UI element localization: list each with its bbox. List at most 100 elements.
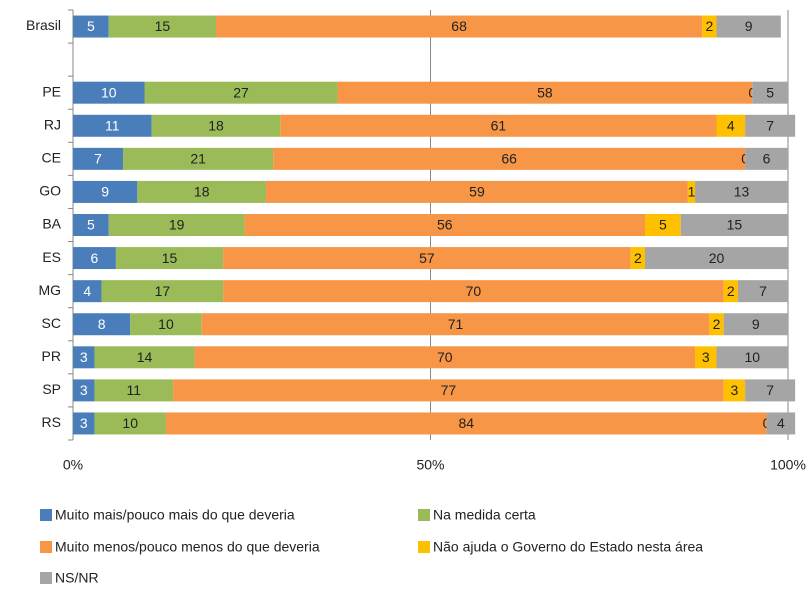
data-label: 7: [766, 382, 774, 398]
bar-segment: [723, 280, 738, 303]
data-label: 9: [101, 184, 109, 200]
bar-segment: [151, 114, 281, 137]
bar-segment: [737, 280, 788, 303]
data-label: 19: [169, 217, 185, 233]
bar-segment: [73, 412, 95, 435]
data-label: 4: [83, 283, 91, 299]
bar-segment: [101, 280, 224, 303]
data-label: 66: [501, 151, 517, 167]
bar-segment: [130, 313, 202, 336]
bar-segment: [695, 180, 788, 203]
bar-segment: [752, 81, 788, 104]
x-tick-label: 100%: [770, 457, 806, 473]
data-label: 20: [709, 250, 725, 266]
data-label: 6: [763, 151, 771, 167]
bar-segment: [680, 214, 788, 236]
y-tick-label: CE: [42, 150, 61, 166]
data-label: 18: [208, 117, 224, 133]
bar-segment: [73, 280, 102, 303]
data-label: 15: [155, 18, 171, 34]
bar-segment: [201, 313, 710, 336]
data-label: 70: [466, 283, 482, 299]
data-label: 10: [158, 316, 174, 332]
data-label: 61: [491, 117, 507, 133]
bar-segment: [173, 379, 724, 402]
bar-segment: [123, 147, 274, 170]
legend-swatch: [40, 572, 52, 584]
data-label: 68: [451, 18, 467, 34]
data-label: 15: [727, 217, 743, 233]
data-label: 59: [469, 184, 485, 200]
y-tick-label: RS: [42, 414, 61, 430]
y-tick-label: Brasil: [26, 17, 61, 33]
y-tick-label: PE: [42, 83, 61, 99]
bar-segment: [94, 412, 166, 435]
data-label: 2: [727, 283, 735, 299]
bar-segment: [337, 81, 753, 104]
legend-swatch: [40, 541, 52, 553]
bar-segment: [687, 180, 696, 203]
data-label: 2: [713, 316, 721, 332]
data-label: 77: [441, 382, 457, 398]
legend-label: NS/NR: [55, 570, 99, 586]
data-label: 1: [688, 184, 696, 200]
data-label: 2: [705, 18, 713, 34]
x-tick-label: 50%: [416, 457, 444, 473]
data-label: 56: [437, 217, 453, 233]
bar-segment: [73, 313, 131, 336]
data-label: 3: [80, 415, 88, 431]
bar-segment: [194, 346, 696, 369]
bar-segment: [716, 114, 746, 137]
data-label: 10: [101, 84, 117, 100]
bar-segment: [766, 412, 796, 435]
data-label: 5: [87, 18, 95, 34]
bar-segment: [695, 346, 717, 369]
y-tick-label: ES: [42, 249, 61, 265]
data-label: 13: [734, 184, 750, 200]
data-label: 11: [105, 117, 120, 133]
bar-segment: [94, 379, 174, 402]
bar-segment: [115, 247, 224, 270]
legend-swatch: [40, 509, 52, 521]
data-label: 3: [730, 382, 738, 398]
data-label: 58: [537, 84, 553, 100]
data-label: 7: [759, 283, 767, 299]
bar-segment: [73, 147, 124, 170]
data-label: 27: [233, 84, 249, 100]
bar-segment: [223, 247, 631, 270]
bar-segment: [216, 15, 703, 38]
bar-segment: [73, 180, 138, 203]
data-label: 9: [745, 18, 753, 34]
bar-segment: [137, 180, 267, 203]
data-label: 3: [80, 382, 88, 398]
y-tick-label: MG: [38, 282, 61, 298]
data-label: 57: [419, 250, 435, 266]
data-label: 71: [448, 316, 464, 332]
bar-segment: [73, 114, 152, 137]
data-label: 10: [122, 415, 138, 431]
bar-segment: [223, 280, 724, 303]
data-label: 5: [659, 217, 667, 233]
bar-segment: [716, 15, 781, 38]
bar-segment: [273, 147, 746, 170]
bar-segment: [73, 247, 116, 270]
y-tick-label: SC: [42, 315, 61, 331]
legend-label: Muito mais/pouco mais do que deveria: [55, 507, 295, 523]
bar-segment: [645, 214, 681, 236]
data-label: 84: [458, 415, 474, 431]
data-label: 9: [752, 316, 760, 332]
data-label: 3: [80, 349, 88, 365]
data-label: 70: [437, 349, 453, 365]
data-label: 5: [87, 217, 95, 233]
legend-label: Muito menos/pouco menos do que deveria: [55, 539, 320, 555]
bar-segment: [702, 15, 717, 38]
bar-segment: [108, 214, 245, 236]
data-label: 7: [94, 151, 102, 167]
data-label: 6: [91, 250, 99, 266]
bar-segment: [165, 412, 767, 435]
bar-segment: [645, 247, 788, 270]
data-label: 18: [194, 184, 210, 200]
data-label: 14: [137, 349, 153, 365]
bar-segment: [108, 15, 216, 38]
